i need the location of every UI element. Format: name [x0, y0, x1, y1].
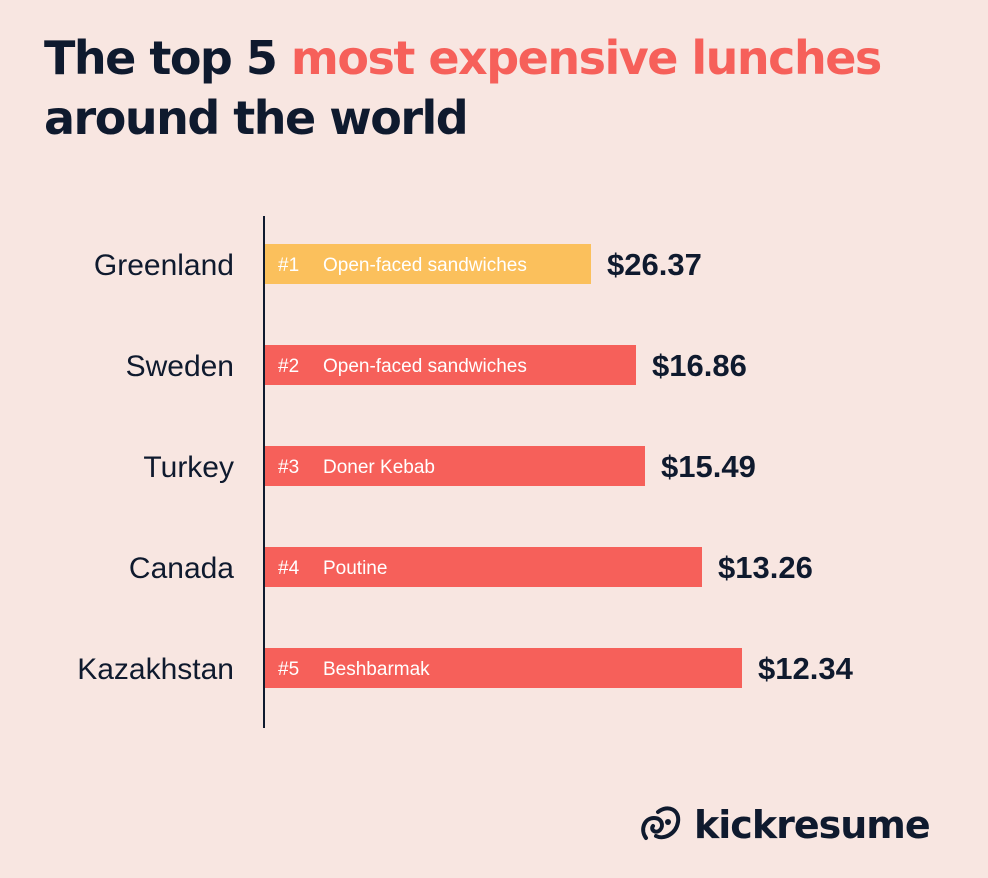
category-label: Greenland: [94, 249, 234, 282]
bar-rank-label: #2: [278, 356, 299, 377]
title-accent: most expensive lunches: [290, 31, 882, 85]
bar: [265, 648, 742, 688]
value-label: $12.34: [758, 651, 854, 686]
bar-dish-label: Beshbarmak: [323, 659, 430, 680]
bar-dish-label: Poutine: [323, 558, 387, 579]
bar-rank-label: #5: [278, 659, 299, 680]
value-label: $13.26: [718, 550, 813, 585]
value-label: $16.86: [652, 348, 747, 383]
brand-name: kickresume: [694, 803, 931, 847]
bar-rank-label: #4: [278, 558, 300, 579]
bar: [265, 345, 636, 385]
value-label: $26.37: [607, 247, 702, 282]
bar: [265, 547, 702, 587]
category-label: Turkey: [143, 451, 234, 484]
title-line2: around the world: [44, 91, 469, 145]
bar: [265, 446, 645, 486]
category-label: Canada: [129, 552, 234, 585]
title-part1: The top 5: [44, 31, 291, 85]
bar-dish-label: Doner Kebab: [323, 457, 435, 478]
bars-group: Greenland #1 Open-faced sandwiches $26.37 Sw…: [77, 244, 854, 688]
bar-dish-label: Open-faced sandwiches: [323, 356, 527, 377]
kickresume-logo-icon: [641, 806, 681, 840]
chart-title: The top 5 most expensive lunches around t…: [44, 28, 882, 148]
bar-rank-label: #1: [278, 255, 299, 276]
category-label: Sweden: [126, 350, 234, 383]
bar: [265, 244, 591, 284]
category-label: Kazakhstan: [77, 653, 234, 686]
bar-rank-label: #3: [278, 457, 299, 478]
bar-dish-label: Open-faced sandwiches: [323, 255, 527, 276]
value-label: $15.49: [661, 449, 756, 484]
brand: kickresume: [636, 800, 931, 850]
